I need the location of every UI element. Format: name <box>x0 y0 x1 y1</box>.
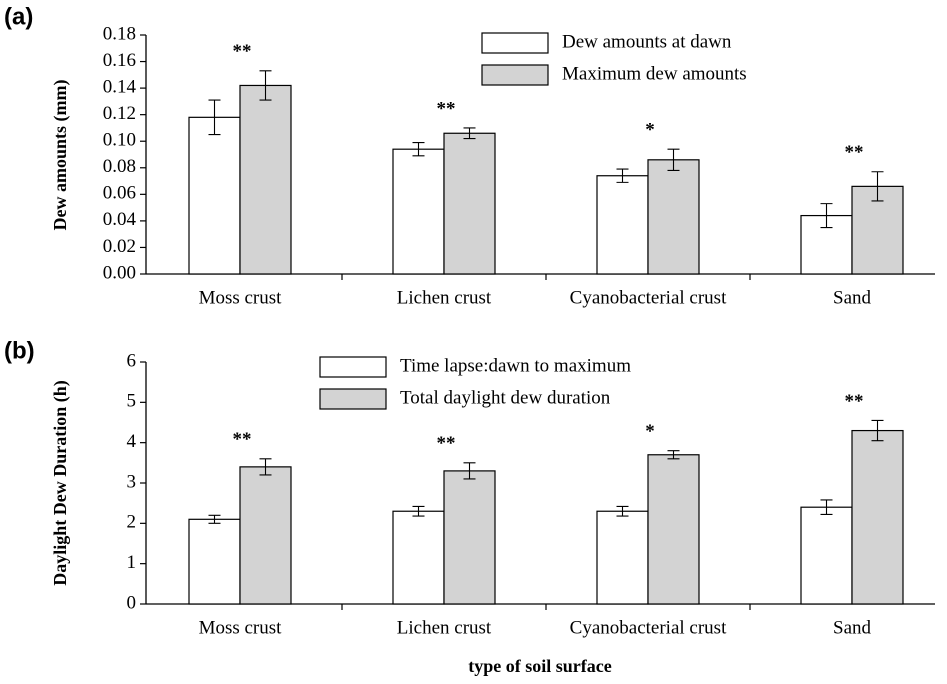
error-bar <box>412 142 425 157</box>
bar <box>800 506 853 605</box>
y-tick-label: 0.04 <box>103 209 137 230</box>
bar <box>239 84 292 275</box>
x-tick-label: Lichen crust <box>397 617 492 638</box>
y-tick-label: 6 <box>127 350 137 371</box>
y-tick-label: 0.14 <box>103 76 137 97</box>
x-axis-title: type of soil surface <box>468 656 611 676</box>
error-bar <box>616 168 629 183</box>
y-tick-label: 0.02 <box>103 236 136 257</box>
bar <box>596 175 649 275</box>
bar <box>443 132 496 275</box>
legend-swatch <box>319 356 387 378</box>
significance-label: ** <box>437 433 456 454</box>
significance-label: ** <box>233 429 252 450</box>
significance-label: ** <box>437 98 456 119</box>
y-tick-label: 3 <box>127 471 137 492</box>
legend-label: Dew amounts at dawn <box>562 31 732 52</box>
x-tick-label: Moss crust <box>199 617 283 638</box>
error-bar <box>616 505 629 517</box>
error-bar <box>820 203 833 229</box>
y-tick-label: 0 <box>127 592 137 613</box>
error-bar <box>667 148 680 171</box>
bar <box>188 116 241 275</box>
error-bar <box>259 458 272 476</box>
y-tick-label: 5 <box>127 391 137 412</box>
bar <box>392 510 445 605</box>
significance-label: ** <box>845 391 864 412</box>
panel-label: (b) <box>4 337 35 364</box>
legend-swatch <box>319 388 387 410</box>
bar <box>392 148 445 275</box>
legend-label: Maximum dew amounts <box>562 63 747 84</box>
bar <box>596 510 649 605</box>
x-tick-label: Moss crust <box>199 287 283 308</box>
x-tick-label: Lichen crust <box>397 287 492 308</box>
y-tick-label: 0.08 <box>103 156 136 177</box>
error-bar <box>208 514 221 524</box>
y-tick-label: 0.12 <box>103 103 136 124</box>
bar <box>851 429 904 605</box>
significance-label: * <box>645 421 655 442</box>
y-tick-label: 0.18 <box>103 23 136 44</box>
bar <box>851 185 904 275</box>
y-tick-label: 4 <box>127 431 137 452</box>
bar <box>443 470 496 605</box>
y-tick-label: 0.00 <box>103 262 136 283</box>
bar <box>647 159 700 275</box>
y-tick-label: 1 <box>127 552 137 573</box>
legend-swatch <box>481 32 549 54</box>
legend-swatch <box>481 64 549 86</box>
y-axis-title: Daylight Dew Duration (h) <box>50 380 71 586</box>
y-tick-label: 0.06 <box>103 183 136 204</box>
error-bar <box>208 99 221 136</box>
x-tick-label: Sand <box>833 287 872 308</box>
error-bar <box>412 505 425 517</box>
error-bar <box>667 450 680 460</box>
x-tick-label: Sand <box>833 617 872 638</box>
panel-label: (a) <box>4 3 33 30</box>
significance-label: ** <box>845 142 864 163</box>
error-bar <box>463 127 476 140</box>
legend-label: Time lapse:dawn to maximum <box>400 355 631 376</box>
error-bar <box>463 462 476 480</box>
bar <box>239 466 292 605</box>
error-bar <box>820 499 833 516</box>
significance-label: ** <box>233 41 252 62</box>
error-bar <box>871 419 884 442</box>
y-tick-label: 0.10 <box>103 130 136 151</box>
significance-label: * <box>645 120 655 141</box>
y-axis-title: Dew amounts (mm) <box>50 80 71 231</box>
legend-label: Total daylight dew duration <box>400 387 611 408</box>
bar <box>188 518 241 605</box>
bar <box>647 454 700 605</box>
y-tick-label: 2 <box>127 512 137 533</box>
x-tick-label: Cyanobacterial crust <box>570 617 727 638</box>
y-tick-label: 0.16 <box>103 50 136 71</box>
x-tick-label: Cyanobacterial crust <box>570 287 727 308</box>
error-bar <box>871 171 884 202</box>
error-bar <box>259 70 272 101</box>
